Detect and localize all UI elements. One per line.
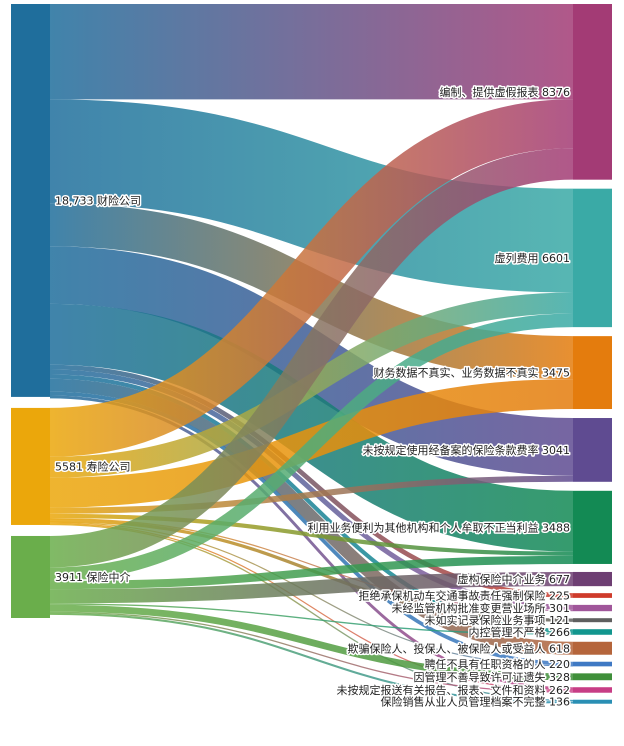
sankey-link-2-1 — [49, 313, 574, 582]
target-node-0 — [573, 4, 612, 180]
target-label-10: 欺骗保险人、投保人、被保险人或受益人 618 — [348, 641, 571, 655]
nodes-layer — [11, 4, 612, 704]
target-node-8 — [573, 618, 612, 623]
target-label-9: 内控管理不严格 266 — [469, 625, 571, 639]
sankey-link-2-9 — [49, 603, 574, 635]
target-node-11 — [573, 661, 612, 667]
target-node-1 — [573, 188, 612, 328]
sankey-link-2-4 — [49, 555, 574, 590]
target-label-7: 未经监管机构批准变更营业场所 301 — [392, 601, 571, 615]
labels-layer: 18,733 财险公司 5581 寿险公司 3911 保险中介 编制、提供虚假报表 8… — [54, 83, 572, 710]
target-node-14 — [573, 699, 612, 704]
sankey-link-1-0 — [49, 99, 574, 457]
target-label-13: 未按规定报送有关报告、报表、文件和资料 262 — [337, 683, 571, 697]
target-node-6 — [573, 593, 612, 598]
source-node-0 — [11, 4, 50, 397]
source-label-2: 3911 保险中介 — [55, 570, 131, 584]
target-node-2 — [573, 336, 612, 410]
source-node-2 — [11, 535, 50, 618]
target-node-10 — [573, 641, 612, 655]
target-label-4: 利用业务便利为其他机构和个人牟取不正当利益 3488 — [308, 520, 571, 534]
target-label-0: 编制、提供虚假报表 8376 — [440, 85, 571, 99]
target-label-5: 虚构保险中介业务 677 — [458, 572, 571, 586]
target-node-5 — [573, 571, 612, 587]
sankey-link-2-13 — [49, 611, 574, 693]
target-label-1: 虚列费用 6601 — [495, 251, 571, 265]
sankey-link-2-0 — [49, 148, 574, 568]
target-node-12 — [573, 673, 612, 681]
target-label-12: 因管理不善导致许可证遗失 328 — [414, 670, 571, 684]
sankey-link-0-1 — [49, 99, 574, 293]
target-label-14: 保险销售从业人员管理档案不完整 136 — [381, 695, 571, 709]
target-label-3: 未按规定使用经备案的保险条款费率 3041 — [363, 443, 571, 457]
target-node-13 — [573, 687, 612, 693]
target-node-9 — [573, 629, 612, 635]
target-label-8: 未如实记录保险业务事项 121 — [425, 613, 571, 627]
sankey-link-2-5 — [49, 571, 574, 604]
target-label-6: 拒绝承保机动车交通事故责任强制保险 225 — [359, 589, 571, 603]
source-label-1: 5581 寿险公司 — [55, 459, 131, 473]
sankey-link-1-3 — [49, 475, 574, 514]
source-label-0: 18,733 财险公司 — [55, 193, 141, 207]
target-node-7 — [573, 604, 612, 612]
sankey-link-2-14 — [49, 612, 574, 704]
sankey-link-2-12 — [49, 604, 574, 681]
target-node-3 — [573, 418, 612, 482]
links-layer — [49, 4, 574, 704]
source-node-1 — [11, 407, 50, 525]
sankey-link-0-7 — [49, 369, 574, 610]
target-label-11: 聘任不具有任职资格的人 220 — [425, 657, 571, 671]
target-label-2: 财务数据不真实、业务数据不真实 3475 — [374, 366, 571, 380]
target-node-4 — [573, 490, 612, 564]
